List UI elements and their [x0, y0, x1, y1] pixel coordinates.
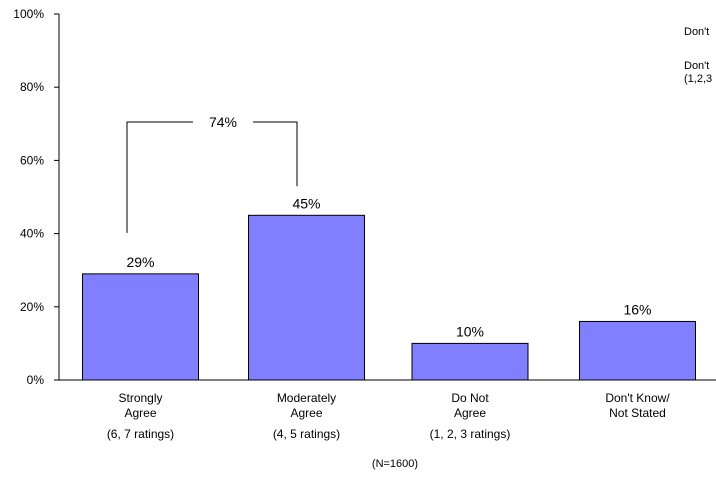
side-note-2: Don't [684, 60, 710, 72]
y-tick-label: 80% [20, 80, 44, 94]
x-category-sublabel: (1, 2, 3 ratings) [429, 427, 511, 441]
bracket-total-label: 74% [209, 114, 237, 130]
y-tick-label: 20% [20, 300, 44, 314]
value-label: 45% [292, 195, 320, 211]
bar [82, 273, 199, 381]
value-label: 29% [126, 254, 154, 270]
y-tick-label: 40% [20, 227, 44, 241]
side-note-3: (1,2,3 [684, 73, 713, 85]
bar [248, 214, 365, 381]
x-category-sublabel: (4, 5 ratings) [272, 427, 341, 441]
y-tick-label: 0% [27, 373, 45, 387]
x-category-label: Moderately Agree (4, 5 ratings) [237, 391, 377, 442]
bar [579, 320, 696, 381]
y-tick-label: 60% [20, 153, 44, 167]
value-label: 16% [623, 301, 651, 317]
side-note-1: Don't [684, 26, 710, 38]
bracket-left-line [126, 121, 193, 233]
x-category-label: Do Not Agree (1, 2, 3 ratings) [400, 391, 540, 442]
sample-size-note: (N=1600) [371, 458, 419, 470]
x-category-sublabel: (6, 7 ratings) [106, 427, 175, 441]
x-category-label: Don't Know/Not Stated [605, 391, 670, 420]
value-label: 10% [456, 323, 484, 339]
bar [411, 342, 529, 381]
y-tick-label: 100% [13, 7, 44, 21]
bracket-right-line [253, 121, 298, 187]
x-category-label: Strongly Agree (6, 7 ratings) [71, 391, 211, 442]
